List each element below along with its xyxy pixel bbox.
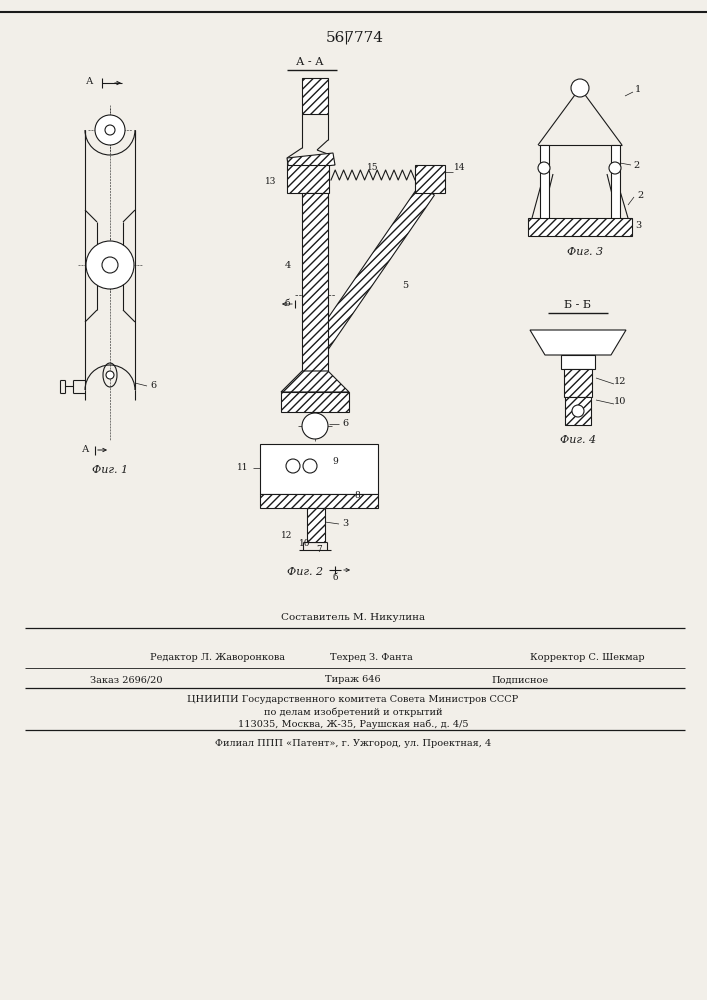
Text: А: А <box>86 78 94 87</box>
Text: 4: 4 <box>285 260 291 269</box>
Circle shape <box>609 162 621 174</box>
Circle shape <box>303 459 317 473</box>
Text: 6: 6 <box>342 420 348 428</box>
Text: Подписное: Подписное <box>491 676 549 684</box>
Text: Техред З. Фанта: Техред З. Фанта <box>330 654 413 662</box>
Text: Корректор С. Шекмар: Корректор С. Шекмар <box>530 654 645 662</box>
Text: 10: 10 <box>299 538 311 548</box>
Bar <box>528 218 632 236</box>
Bar <box>287 165 329 193</box>
Polygon shape <box>281 392 349 412</box>
Circle shape <box>95 115 125 145</box>
Text: Составитель М. Никулина: Составитель М. Никулина <box>281 613 425 622</box>
Text: 15: 15 <box>367 163 379 172</box>
Text: ЦНИИПИ Государственного комитета Совета Министров СССР: ЦНИИПИ Государственного комитета Совета … <box>187 696 519 704</box>
Text: 2: 2 <box>633 160 639 169</box>
Text: А: А <box>82 446 90 454</box>
Circle shape <box>571 79 589 97</box>
Text: 1: 1 <box>635 86 641 95</box>
Text: 9: 9 <box>332 458 338 466</box>
Text: Фиг. 2: Фиг. 2 <box>287 567 323 577</box>
Bar <box>260 494 378 508</box>
Text: Заказ 2696/20: Заказ 2696/20 <box>90 676 163 684</box>
Text: 13: 13 <box>265 178 276 186</box>
Text: Б - Б: Б - Б <box>564 300 592 310</box>
Text: 5: 5 <box>402 280 408 290</box>
Bar <box>260 444 378 494</box>
Text: Фиг. 4: Фиг. 4 <box>560 435 596 445</box>
Text: 11: 11 <box>238 464 249 473</box>
Text: 3: 3 <box>342 520 348 528</box>
Text: 113035, Москва, Ж-35, Раушская наб., д. 4/5: 113035, Москва, Ж-35, Раушская наб., д. … <box>238 719 468 729</box>
Bar <box>564 369 592 397</box>
Bar <box>561 355 595 369</box>
Text: Тираж 646: Тираж 646 <box>325 676 381 684</box>
Bar <box>415 165 445 193</box>
Circle shape <box>86 241 134 289</box>
Bar <box>302 193 328 371</box>
Bar <box>565 397 591 425</box>
Circle shape <box>302 413 328 439</box>
Polygon shape <box>281 371 349 392</box>
Bar <box>540 145 549 220</box>
Text: 8: 8 <box>354 491 360 500</box>
Text: 3: 3 <box>635 221 641 230</box>
Text: б: б <box>284 298 290 308</box>
Circle shape <box>538 162 550 174</box>
Text: Филиал ППП «Патент», г. Ужгород, ул. Проектная, 4: Филиал ППП «Патент», г. Ужгород, ул. Про… <box>215 740 491 748</box>
Polygon shape <box>530 330 626 355</box>
Circle shape <box>102 257 118 273</box>
Circle shape <box>106 371 114 379</box>
Circle shape <box>572 405 584 417</box>
Text: 2: 2 <box>637 190 643 200</box>
Bar <box>611 145 620 220</box>
Bar <box>302 78 328 114</box>
Text: Фиг. 3: Фиг. 3 <box>567 247 603 257</box>
Text: б: б <box>332 574 338 582</box>
Polygon shape <box>287 153 335 170</box>
Text: 12: 12 <box>281 532 293 540</box>
Bar <box>307 508 325 542</box>
Text: Фиг. 1: Фиг. 1 <box>92 465 128 475</box>
Circle shape <box>105 125 115 135</box>
Circle shape <box>286 459 300 473</box>
Text: А - А: А - А <box>296 57 324 67</box>
Polygon shape <box>303 185 434 365</box>
Text: 14: 14 <box>455 163 466 172</box>
Text: Редактор Л. Жаворонкова: Редактор Л. Жаворонкова <box>150 654 285 662</box>
Text: 12: 12 <box>614 377 626 386</box>
Text: 567774: 567774 <box>326 31 384 45</box>
Text: 7: 7 <box>316 546 322 554</box>
Text: 10: 10 <box>614 397 626 406</box>
Text: 6: 6 <box>150 381 156 390</box>
Text: по делам изобретений и открытий: по делам изобретений и открытий <box>264 707 443 717</box>
